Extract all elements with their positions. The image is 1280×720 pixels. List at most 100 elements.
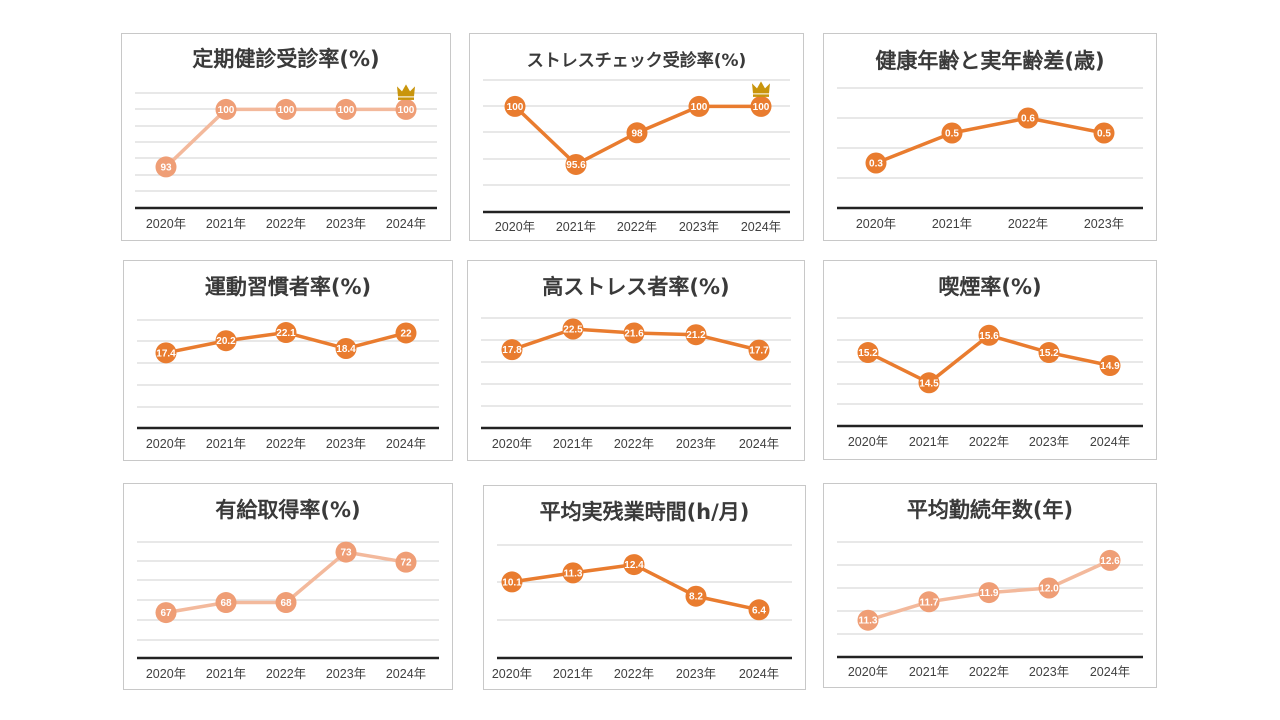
data-point [685, 585, 707, 607]
x-tick-label: 2024年 [739, 437, 779, 451]
chart-title: 平均実残業時間(h/月) [539, 500, 750, 524]
data-point [155, 156, 177, 178]
data-label: 8.2 [689, 592, 703, 603]
data-label: 72 [400, 558, 412, 569]
x-tick-label: 2020年 [848, 665, 888, 679]
data-point [501, 571, 523, 593]
data-label: 12.0 [1039, 584, 1059, 595]
x-tick-label: 2023年 [679, 220, 719, 234]
x-tick-label: 2020年 [146, 437, 186, 451]
x-tick-label: 2022年 [614, 667, 654, 681]
data-label: 15.6 [979, 331, 999, 342]
data-point [215, 98, 237, 120]
data-label: 11.3 [564, 568, 583, 579]
data-point [275, 98, 297, 120]
data-point [918, 372, 940, 394]
data-point [978, 324, 1000, 346]
data-label: 11.7 [920, 597, 939, 608]
data-point [565, 153, 587, 175]
chart-title: 運動習慣者率(%) [204, 275, 372, 299]
data-point [335, 541, 357, 563]
chart-title: 定期健診受診率(%) [192, 47, 380, 71]
data-label: 20.2 [216, 336, 236, 347]
data-label: 22 [400, 328, 412, 339]
data-point [857, 609, 879, 631]
data-point [335, 98, 357, 120]
x-tick-label: 2024年 [386, 437, 426, 451]
data-label: 95.6 [566, 160, 586, 171]
x-tick-label: 2021年 [206, 217, 246, 231]
data-label: 17.4 [156, 348, 176, 359]
crown-icon [752, 81, 770, 94]
data-label: 22.5 [563, 325, 583, 336]
data-label: 11.9 [980, 588, 999, 599]
x-tick-label: 2023年 [326, 667, 366, 681]
data-point [865, 152, 887, 174]
x-tick-label: 2021年 [206, 667, 246, 681]
x-tick-label: 2023年 [326, 437, 366, 451]
data-point [562, 562, 584, 584]
x-tick-label: 2024年 [741, 220, 781, 234]
data-label: 100 [507, 102, 524, 113]
x-tick-label: 2021年 [909, 665, 949, 679]
data-label: 0.5 [1097, 129, 1111, 140]
data-label: 100 [398, 105, 415, 116]
data-label: 0.3 [869, 159, 883, 170]
x-tick-label: 2020年 [856, 217, 896, 231]
data-label: 100 [691, 102, 708, 113]
data-point [1038, 342, 1060, 364]
data-label: 100 [278, 105, 295, 116]
chart-panel: 有給取得率(%) [123, 483, 453, 690]
data-point [1099, 355, 1121, 377]
chart-4: 17.8 22.5 21.6 21.2 17.7 2020年 2021年 2022年 2023年… [481, 317, 791, 451]
chart-title: 高ストレス者率(%) [542, 275, 730, 299]
data-point [395, 551, 417, 573]
data-label: 12.4 [624, 560, 644, 571]
chart-title: 平均勤続年数(年) [906, 498, 1074, 522]
data-label: 93 [160, 162, 172, 173]
x-tick-label: 2020年 [495, 220, 535, 234]
chart-title: 健康年齢と実年齢差(歳) [875, 49, 1105, 73]
data-label: 15.2 [858, 348, 878, 359]
data-point [685, 324, 707, 346]
data-point [215, 330, 237, 352]
chart-3: 17.4 20.2 22.1 18.4 22 2020年 2021年 2022年 2023年 20… [137, 319, 439, 451]
data-label: 18.4 [336, 344, 356, 355]
chart-8: 11.3 11.7 11.9 12.0 12.6 2020年 2021年 2022年 2023年… [837, 541, 1143, 679]
data-point [918, 591, 940, 613]
data-label: 12.6 [1100, 556, 1120, 567]
data-point [275, 322, 297, 344]
data-point [748, 339, 770, 361]
data-label: 0.5 [945, 129, 959, 140]
data-point [623, 322, 645, 344]
data-label: 14.9 [1100, 361, 1120, 372]
data-point [978, 582, 1000, 604]
x-tick-label: 2020年 [146, 217, 186, 231]
data-point [155, 602, 177, 624]
x-tick-label: 2022年 [617, 220, 657, 234]
x-tick-label: 2022年 [969, 665, 1009, 679]
chart-2: 0.3 0.5 0.6 0.5 2020年 2021年 2022年 2023年 [837, 87, 1143, 231]
series-line [875, 116, 1105, 165]
data-label: 21.2 [686, 330, 706, 341]
x-tick-label: 2024年 [386, 217, 426, 231]
x-tick-label: 2021年 [553, 667, 593, 681]
data-label: 17.7 [749, 346, 769, 357]
data-point [1093, 122, 1115, 144]
data-label: 68 [220, 598, 232, 609]
x-tick-label: 2022年 [969, 435, 1009, 449]
data-point [275, 592, 297, 614]
data-label: 98 [631, 128, 643, 139]
chart-title: 喫煙率(%) [938, 275, 1042, 299]
data-point [395, 98, 417, 120]
data-label: 73 [340, 548, 352, 559]
data-point [626, 122, 648, 144]
data-point [562, 318, 584, 340]
x-tick-label: 2021年 [556, 220, 596, 234]
crown-icon-base [753, 94, 769, 97]
x-tick-label: 2020年 [848, 435, 888, 449]
data-point [1017, 107, 1039, 129]
chart-title: 有給取得率(%) [215, 498, 361, 522]
x-tick-label: 2022年 [266, 667, 306, 681]
